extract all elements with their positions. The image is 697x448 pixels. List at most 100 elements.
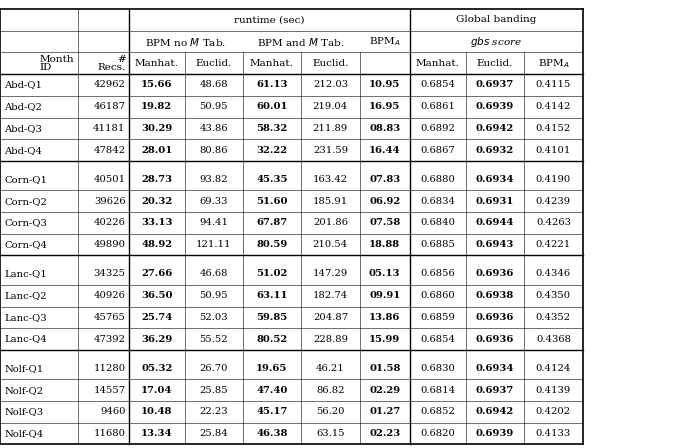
- Text: 22.23: 22.23: [199, 407, 228, 416]
- Text: $gbs$ score: $gbs$ score: [470, 34, 522, 48]
- Text: 0.6892: 0.6892: [420, 124, 455, 133]
- Text: 49890: 49890: [93, 240, 125, 249]
- Text: 13.86: 13.86: [369, 313, 401, 322]
- Text: BPM$_A$: BPM$_A$: [369, 35, 401, 48]
- Text: 01.58: 01.58: [369, 364, 401, 373]
- Text: 0.6830: 0.6830: [420, 364, 455, 373]
- Text: 01.27: 01.27: [369, 407, 400, 416]
- Text: 05.32: 05.32: [141, 364, 173, 373]
- Text: 10.95: 10.95: [369, 81, 401, 90]
- Text: 80.52: 80.52: [256, 335, 287, 344]
- Text: Manhat.: Manhat.: [135, 59, 178, 68]
- Text: 0.6834: 0.6834: [420, 197, 455, 206]
- Text: 147.29: 147.29: [313, 269, 348, 278]
- Text: 0.6936: 0.6936: [475, 313, 514, 322]
- Text: 0.6931: 0.6931: [475, 197, 514, 206]
- Text: 25.85: 25.85: [199, 386, 228, 395]
- Text: 210.54: 210.54: [313, 240, 348, 249]
- Text: Corn-Q1: Corn-Q1: [4, 175, 47, 184]
- Text: 0.4133: 0.4133: [536, 429, 571, 438]
- Text: 46.68: 46.68: [199, 269, 228, 278]
- Text: 0.4221: 0.4221: [536, 240, 571, 249]
- Text: 45.17: 45.17: [256, 407, 288, 416]
- Text: 0.4152: 0.4152: [536, 124, 571, 133]
- Text: 0.6854: 0.6854: [420, 81, 455, 90]
- Text: Abd-Q3: Abd-Q3: [4, 124, 42, 133]
- Text: 17.04: 17.04: [141, 386, 173, 395]
- Text: 0.6937: 0.6937: [476, 81, 514, 90]
- Text: 228.89: 228.89: [313, 335, 348, 344]
- Text: 204.87: 204.87: [313, 313, 348, 322]
- Text: 80.86: 80.86: [199, 146, 228, 155]
- Text: Recs.: Recs.: [97, 63, 125, 72]
- Text: 60.01: 60.01: [256, 102, 288, 111]
- Text: 20.32: 20.32: [141, 197, 172, 206]
- Text: 219.04: 219.04: [313, 102, 348, 111]
- Text: 40226: 40226: [93, 218, 125, 228]
- Text: 06.92: 06.92: [369, 197, 400, 206]
- Text: 07.83: 07.83: [369, 175, 400, 184]
- Text: 28.01: 28.01: [141, 146, 172, 155]
- Text: 212.03: 212.03: [313, 81, 348, 90]
- Text: 0.6936: 0.6936: [475, 335, 514, 344]
- Text: 25.84: 25.84: [199, 429, 228, 438]
- Text: 201.86: 201.86: [313, 218, 348, 228]
- Text: 34325: 34325: [93, 269, 125, 278]
- Text: Abd-Q2: Abd-Q2: [4, 102, 42, 111]
- Text: 0.4115: 0.4115: [536, 81, 571, 90]
- Text: 63.11: 63.11: [256, 291, 288, 300]
- Text: BPM no $M$ Tab.: BPM no $M$ Tab.: [145, 35, 227, 47]
- Text: 45765: 45765: [93, 313, 125, 322]
- Text: 67.87: 67.87: [256, 218, 287, 228]
- Text: 0.6885: 0.6885: [420, 240, 455, 249]
- Text: Abd-Q4: Abd-Q4: [4, 146, 43, 155]
- Text: 0.6942: 0.6942: [476, 407, 514, 416]
- Text: 19.82: 19.82: [141, 102, 172, 111]
- Text: 09.91: 09.91: [369, 291, 400, 300]
- Text: 02.29: 02.29: [369, 386, 400, 395]
- Text: 47392: 47392: [93, 335, 125, 344]
- Text: 26.70: 26.70: [199, 364, 228, 373]
- Text: 231.59: 231.59: [313, 146, 348, 155]
- Text: 32.22: 32.22: [256, 146, 287, 155]
- Text: 0.4190: 0.4190: [536, 175, 571, 184]
- Text: Euclid.: Euclid.: [477, 59, 513, 68]
- Text: 55.52: 55.52: [199, 335, 228, 344]
- Text: 0.6854: 0.6854: [420, 335, 455, 344]
- Text: 182.74: 182.74: [313, 291, 348, 300]
- Text: 0.4139: 0.4139: [536, 386, 571, 395]
- Text: Abd-Q1: Abd-Q1: [4, 81, 43, 90]
- Text: 0.6938: 0.6938: [476, 291, 514, 300]
- Text: 27.66: 27.66: [141, 269, 172, 278]
- Text: 0.4368: 0.4368: [536, 335, 571, 344]
- Text: 11680: 11680: [93, 429, 125, 438]
- Text: Lanc-Q2: Lanc-Q2: [4, 291, 47, 300]
- Text: Nolf-Q4: Nolf-Q4: [4, 429, 43, 438]
- Text: 0.6939: 0.6939: [476, 102, 514, 111]
- Text: 05.13: 05.13: [369, 269, 401, 278]
- Text: Lanc-Q1: Lanc-Q1: [4, 269, 47, 278]
- Text: 33.13: 33.13: [141, 218, 173, 228]
- Text: 163.42: 163.42: [313, 175, 348, 184]
- Text: Nolf-Q3: Nolf-Q3: [4, 407, 43, 416]
- Text: ID: ID: [39, 63, 52, 72]
- Text: 18.88: 18.88: [369, 240, 400, 249]
- Text: BPM$_A$: BPM$_A$: [537, 57, 569, 69]
- Text: 0.4202: 0.4202: [536, 407, 571, 416]
- Text: 0.6867: 0.6867: [420, 146, 455, 155]
- Text: 80.59: 80.59: [256, 240, 287, 249]
- Text: 0.4101: 0.4101: [536, 146, 571, 155]
- Text: 19.65: 19.65: [256, 364, 288, 373]
- Text: 42962: 42962: [93, 81, 125, 90]
- Text: 40501: 40501: [93, 175, 125, 184]
- Text: 39626: 39626: [94, 197, 125, 206]
- Text: 0.6936: 0.6936: [475, 269, 514, 278]
- Text: 0.6942: 0.6942: [476, 124, 514, 133]
- Text: Euclid.: Euclid.: [312, 59, 348, 68]
- Text: 11280: 11280: [93, 364, 125, 373]
- Text: 0.4352: 0.4352: [536, 313, 571, 322]
- Text: 0.6943: 0.6943: [475, 240, 514, 249]
- Text: 25.74: 25.74: [141, 313, 172, 322]
- Text: 93.82: 93.82: [199, 175, 228, 184]
- Text: 15.99: 15.99: [369, 335, 400, 344]
